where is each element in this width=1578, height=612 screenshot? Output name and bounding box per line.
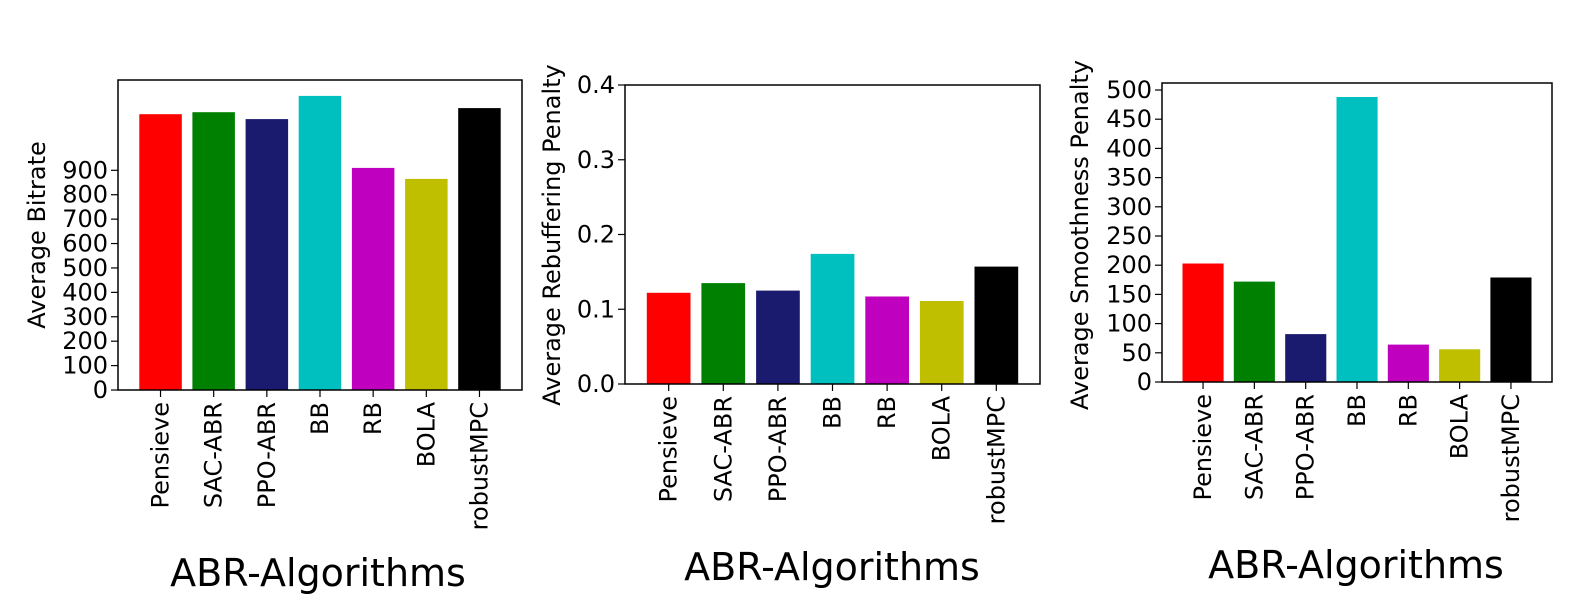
bar-bola bbox=[919, 301, 964, 384]
bar-pensieve bbox=[646, 292, 691, 384]
y-axis-label: Average Bitrate bbox=[23, 141, 51, 328]
y-axis-label: Average Rebuffering Penalty bbox=[538, 64, 566, 405]
bar-bola bbox=[1439, 349, 1481, 382]
y-tick-label: 0.2 bbox=[577, 221, 615, 249]
bar-sac-abr bbox=[1233, 281, 1275, 382]
x-tick-label: BB bbox=[819, 396, 847, 429]
x-tick-label: robustMPC bbox=[1497, 394, 1525, 522]
y-tick-label: 400 bbox=[1106, 134, 1152, 162]
x-tick-label: Pensieve bbox=[655, 396, 683, 503]
bar-sac-abr bbox=[701, 283, 746, 384]
y-tick-label: 700 bbox=[62, 205, 108, 233]
bar-ppo-abr bbox=[756, 290, 800, 384]
x-tick-label: SAC-ABR bbox=[200, 402, 228, 508]
y-tick-label: 0.3 bbox=[577, 146, 615, 174]
bar-rb bbox=[1387, 344, 1429, 382]
bar-bb bbox=[298, 95, 342, 391]
y-tick-label: 0.4 bbox=[577, 71, 615, 99]
y-tick-label: 500 bbox=[62, 254, 108, 282]
x-tick-label: PPO-ABR bbox=[253, 402, 281, 508]
y-tick-label: 400 bbox=[62, 278, 108, 306]
x-tick-label: BOLA bbox=[412, 401, 440, 467]
y-tick-label: 50 bbox=[1121, 339, 1152, 367]
y-tick-label: 100 bbox=[62, 352, 108, 380]
y-tick-label: 800 bbox=[62, 181, 108, 209]
x-axis-label: ABR-Algorithms bbox=[684, 545, 980, 589]
y-tick-label: 100 bbox=[1106, 310, 1152, 338]
y-tick-label: 300 bbox=[1106, 193, 1152, 221]
x-tick-label: RB bbox=[359, 402, 387, 435]
x-tick-label: SAC-ABR bbox=[709, 396, 737, 502]
bar-sac-abr bbox=[192, 112, 235, 390]
x-tick-label: Pensieve bbox=[147, 402, 175, 509]
x-tick-label: Pensieve bbox=[1189, 394, 1217, 501]
x-axis-label: ABR-Algorithms bbox=[170, 551, 466, 595]
x-tick-label: PPO-ABR bbox=[1292, 394, 1320, 500]
y-tick-label: 0.1 bbox=[577, 295, 615, 323]
y-tick-label: 200 bbox=[62, 327, 108, 355]
bar-ppo-abr bbox=[245, 119, 289, 390]
y-tick-label: 350 bbox=[1106, 164, 1152, 192]
x-tick-label: RB bbox=[873, 396, 901, 429]
x-tick-label: SAC-ABR bbox=[1240, 394, 1268, 500]
x-tick-label: robustMPC bbox=[465, 402, 493, 530]
y-tick-label: 0 bbox=[1137, 368, 1152, 396]
bar-bb bbox=[1336, 97, 1378, 382]
y-tick-label: 200 bbox=[1106, 251, 1152, 279]
y-tick-label: 600 bbox=[62, 230, 108, 258]
x-tick-label: PPO-ABR bbox=[764, 396, 792, 502]
x-tick-label: BB bbox=[1343, 394, 1371, 427]
y-tick-label: 450 bbox=[1106, 105, 1152, 133]
x-tick-label: BOLA bbox=[928, 395, 956, 461]
bar-rb bbox=[351, 167, 395, 390]
y-tick-label: 250 bbox=[1106, 222, 1152, 250]
y-tick-label: 150 bbox=[1106, 280, 1152, 308]
x-tick-label: BOLA bbox=[1446, 393, 1474, 459]
bar-ppo-abr bbox=[1285, 334, 1327, 382]
y-tick-label: 0.0 bbox=[577, 370, 615, 398]
chart-2: 0.0 0.1 0.2 0.3 0.4 Pensieve SAC-ABR PPO-ABR BB R… bbox=[538, 64, 1041, 589]
x-tick-label: robustMPC bbox=[982, 396, 1010, 524]
bar-pensieve bbox=[1182, 263, 1224, 382]
y-tick-label: 300 bbox=[62, 303, 108, 331]
y-tick-label: 500 bbox=[1106, 76, 1152, 104]
y-axis-label: Average Smoothness Penalty bbox=[1066, 60, 1094, 410]
bar-robustmpc bbox=[974, 266, 1019, 384]
bar-robustmpc bbox=[458, 108, 501, 390]
y-tick-label: 900 bbox=[62, 156, 108, 184]
x-tick-label: RB bbox=[1394, 394, 1422, 427]
bar-pensieve bbox=[139, 114, 182, 390]
x-tick-label: BB bbox=[306, 402, 334, 435]
bar-bb bbox=[810, 253, 855, 384]
bar-bola bbox=[405, 178, 448, 390]
bar-robustmpc bbox=[1490, 277, 1532, 382]
bar-rb bbox=[865, 296, 909, 384]
y-tick-label: 0 bbox=[93, 376, 108, 404]
x-axis-label: ABR-Algorithms bbox=[1208, 543, 1504, 587]
